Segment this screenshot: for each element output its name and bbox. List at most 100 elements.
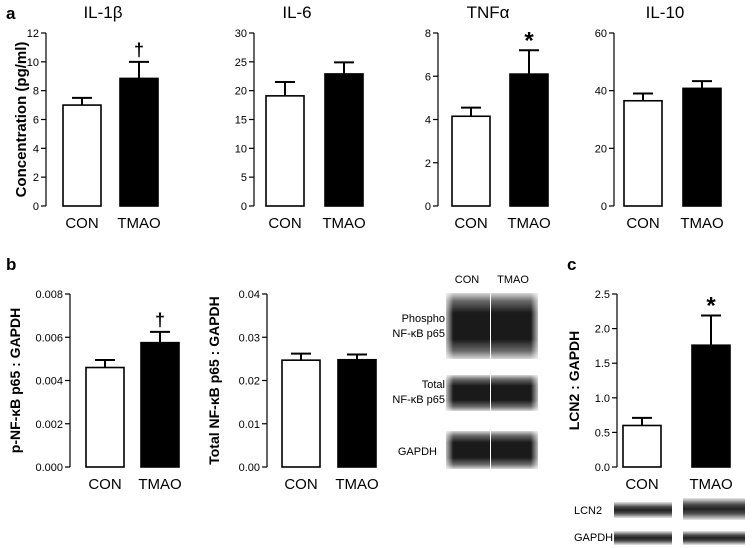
lcn2-y-tick-label: 2.0 (595, 324, 610, 336)
il1b-y-tick-label: 2 (33, 172, 39, 184)
il1b-bar-con (62, 104, 102, 207)
pnfkb-bar-tmao (140, 341, 180, 468)
il1b-y-tick-label: 4 (33, 143, 39, 155)
lcn2-chart: LCN2 : GAPDH 0.0 0.5 1.0 1.5 2.0 2.5 CON TMAO * (566, 289, 733, 493)
tnfa-x-label-tmao: TMAO (507, 215, 550, 232)
il6-bar-tmao (324, 73, 364, 207)
il1b-y-axis-label: Concentration (pg/ml) (13, 42, 30, 198)
il1b-chart: IL-1β Concentration (pg/ml)0 2 4 6 8 10 12 CON TM… (13, 3, 161, 232)
il6-title: IL-6 (282, 3, 311, 22)
blot-row-label-phospho-2: NF-κB p65 (392, 328, 445, 340)
pnfkb-y-tick-label: 0.004 (35, 376, 63, 388)
lcn2-y-axis-label: LCN2 : GAPDH (566, 331, 582, 431)
pnfkb-x-label-tmao: TMAO (138, 476, 181, 493)
pnfkb-y-tick-label: 0.002 (35, 419, 63, 431)
western-blot-b: CON TMAO Phospho NF-κB p65 Total NF-κB p… (392, 274, 538, 469)
totnfkb-y-tick-label: 0.00 (239, 462, 260, 474)
totnfkb-y-tick-label: 0.03 (239, 332, 260, 344)
blot-row-label-total-1: Total (422, 379, 445, 391)
tnfa-chart: TNFα 0 2 4 6 8 CON TMAO * (425, 3, 551, 232)
pnfkb-chart: p-NF-κB p65 : GAPDH 0.000 0.002 0.004 0.006 0… (7, 289, 182, 493)
il1b-y-tick-label: 6 (33, 115, 39, 127)
tnfa-bar-tmao (509, 73, 549, 207)
pnfkb-bar-con (85, 366, 125, 468)
il10-bar-tmao (682, 87, 722, 207)
il10-bar-con (623, 99, 663, 207)
tnfa-y-tick-label: 4 (425, 115, 431, 127)
panel-letter-c: c (567, 255, 576, 274)
totnfkb-y-tick-label: 0.02 (239, 376, 260, 388)
blot-row-label-phospho-1: Phospho (402, 313, 445, 325)
tnfa-bar-con (451, 115, 491, 207)
il1b-title: IL-1β (83, 3, 122, 22)
blot-row-label-total-2: NF-κB p65 (392, 394, 445, 406)
lcn2-x-label-con: CON (625, 476, 658, 493)
totnfkb-y-tick-label: 0.01 (239, 419, 260, 431)
blot-band-total (446, 375, 538, 411)
il10-y-tick-label: 60 (595, 28, 607, 40)
totnfkb-x-label-con: CON (284, 476, 317, 493)
il6-y-tick-label: 25 (235, 57, 247, 69)
blot-c-label-lcn2: LCN2 (574, 505, 602, 517)
pnfkb-significance-mark: † (155, 310, 165, 330)
tnfa-y-tick-label: 6 (425, 71, 431, 83)
tnfa-y-tick-label: 0 (425, 201, 431, 213)
il10-y-tick-label: 20 (595, 143, 607, 155)
il1b-y-tick-label: 0 (33, 201, 39, 213)
blot-c-band-lcn2 (614, 498, 745, 520)
il6-x-label-tmao: TMAO (322, 215, 365, 232)
il1b-significance-mark: † (134, 40, 144, 60)
il6-y-tick-label: 0 (241, 201, 247, 213)
totnfkb-bar-con (281, 359, 321, 468)
il1b-y-tick-label: 8 (33, 86, 39, 98)
totnfkb-y-axis-label: Total NF-κB p65 : GAPDH (206, 296, 222, 465)
blot-c-band-gapdh (614, 531, 745, 545)
western-blot-c: LCN2 GAPDH (574, 498, 745, 545)
blot-band-phospho (446, 293, 538, 359)
il6-y-tick-label: 20 (235, 86, 247, 98)
panel-letter-b: b (6, 255, 16, 274)
il6-x-label-con: CON (268, 215, 301, 232)
blot-row-label-gapdh: GAPDH (398, 446, 437, 458)
panel-letter-a: a (6, 4, 16, 23)
lcn2-significance-mark: * (706, 292, 716, 319)
il6-y-tick-label: 5 (241, 172, 247, 184)
il1b-bar-tmao (119, 77, 159, 207)
il6-y-tick-label: 10 (235, 143, 247, 155)
il6-y-tick-label: 15 (235, 115, 247, 127)
totnfkb-bar-tmao (337, 358, 377, 468)
il10-y-tick-label: 40 (595, 86, 607, 98)
lcn2-x-label-tmao: TMAO (689, 476, 732, 493)
il6-y-tick-label: 30 (235, 28, 247, 40)
lcn2-y-tick-label: 2.5 (595, 289, 610, 301)
tnfa-title: TNFα (467, 3, 510, 22)
lcn2-y-tick-label: 0.0 (595, 462, 610, 474)
il1b-x-label-tmao: TMAO (117, 215, 160, 232)
total-nfkb-chart: Total NF-κB p65 : GAPDH 0.00 0.01 0.02 0.03 0… (206, 289, 379, 493)
il6-bar-con (265, 95, 305, 207)
tnfa-y-tick-label: 2 (425, 158, 431, 170)
il10-title: IL-10 (646, 3, 685, 22)
il6-chart: IL-6 0 5 10 15 20 25 30 CON TMAO (235, 3, 366, 232)
pnfkb-y-tick-label: 0.008 (35, 289, 63, 301)
blot-lane-label-tmao: TMAO (497, 274, 529, 286)
pnfkb-y-axis-label: p-NF-κB p65 : GAPDH (7, 308, 23, 453)
lcn2-bar-con (622, 424, 662, 468)
il1b-x-label-con: CON (65, 215, 98, 232)
blot-c-label-gapdh: GAPDH (574, 532, 613, 544)
blot-lane-label-con: CON (455, 274, 480, 286)
blot-band-gapdh (446, 431, 538, 469)
il1b-y-tick-label: 10 (27, 57, 39, 69)
pnfkb-y-tick-label: 0.006 (35, 332, 63, 344)
lcn2-bar-tmao (691, 344, 731, 468)
il10-y-tick-label: 0 (601, 201, 607, 213)
lcn2-y-tick-label: 1.5 (595, 358, 610, 370)
pnfkb-y-tick-label: 0.000 (35, 462, 63, 474)
il10-x-label-con: CON (626, 215, 659, 232)
lcn2-y-tick-label: 1.0 (595, 393, 610, 405)
totnfkb-y-tick-label: 0.04 (239, 289, 260, 301)
tnfa-significance-mark: * (524, 27, 534, 54)
tnfa-x-label-con: CON (454, 215, 487, 232)
il10-chart: IL-10 0 20 40 60 CON TMAO (595, 3, 724, 232)
